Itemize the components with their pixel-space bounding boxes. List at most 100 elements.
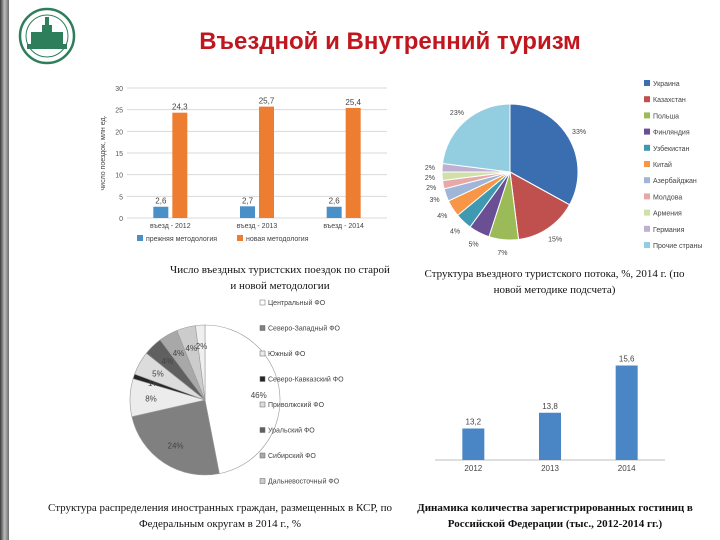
data-label: 2,7 [242,196,254,205]
y-tick-label: 15 [115,151,123,158]
y-tick-label: 20 [115,129,123,136]
x-tick-label: въезд - 2012 [150,223,191,230]
pie-slice [195,324,206,401]
pie-label: 4% [437,213,447,220]
pie-slice [204,324,281,474]
legend-label: Южный ФО [268,350,306,358]
y-tick-label: 25 [115,108,123,115]
legend-swatch [237,235,243,241]
legend-label: Китай [653,161,672,169]
legend-swatch [644,128,650,135]
bar [259,106,274,218]
legend-label: Сибирский ФО [268,452,316,460]
legend-swatch [644,161,650,167]
legend-label: Узбекистан [653,145,690,153]
legend-swatch [644,209,650,216]
y-tick-label: 5 [119,194,123,201]
pie-label: 2% [196,342,208,351]
pie-label: 7% [497,250,507,257]
bar [539,412,561,460]
legend-label: Финляндия [653,130,690,137]
pie-slice [509,103,579,206]
pie-label: 2% [425,175,435,182]
pie-label: 4% [162,357,174,366]
x-tick-label: въезд - 2014 [323,223,364,230]
pie-label: 2% [426,185,436,192]
legend-label: Молдова [653,194,682,201]
x-tick-label: 2014 [618,464,636,473]
data-label: 24,3 [172,103,188,112]
x-tick-label: 2012 [464,464,482,473]
legend-label: Украина [653,81,680,88]
page-title: Въездной и Внутренний туризм [199,28,581,55]
pie-label: 4% [186,344,198,353]
bar [615,365,638,460]
legend-label: прежняя методология [146,236,217,243]
pie-label: 8% [145,394,157,403]
bar [462,428,485,460]
entry-trips-chart: 0 5 10 15 20 25 30 число поездок, млн ед. 2,6 24,… [100,86,387,243]
x-tick-label: 2013 [541,464,559,473]
legend-label: Германия [653,227,685,234]
hotels-chart: 13,2 2012 13,8 2013 15,6 2014 [435,355,665,473]
pie-label: 4% [173,349,185,358]
legend-swatch [644,144,650,151]
left-decor-strip [0,0,9,540]
legend-label: Приволжский ФО [268,401,325,409]
data-label: 25,4 [345,98,361,107]
pie-label: 1% [148,379,160,388]
legend-swatch [259,452,266,459]
bar [345,107,361,218]
data-label: 25,7 [259,97,275,106]
legend-swatch [259,325,266,331]
legend-swatch [644,112,650,119]
y-tick-label: 30 [115,86,123,93]
data-label: 2,6 [329,197,341,206]
bar [240,206,255,218]
pie-label: 2% [425,165,435,172]
legend-swatch [644,80,650,86]
pie-bottom-caption: Структура распределения иностранных граж… [48,502,392,530]
pie-label: 33% [572,129,586,136]
y-tick-label: 0 [119,216,123,223]
legend-swatch [259,478,266,484]
legend-label: Польша [653,113,679,120]
pie-top-caption: Структура въездного туристского потока, … [424,268,685,296]
legend-label: Дальневосточный ФО [268,478,340,486]
pie-slice [131,399,220,476]
pie-label: 23% [450,110,464,117]
legend-label: Казахстан [653,97,686,104]
y-tick-label: 10 [115,173,123,180]
legend-swatch [259,350,266,357]
legend-label: Северо-Кавказский ФО [268,376,344,384]
pie-label: 5% [469,241,479,248]
federal-districts-chart: 46%24%8%1%5%4%4%4%2%Центральный ФОСеверо… [129,299,344,486]
legend-swatch [259,299,266,306]
legend-label: Азербайджан [653,177,697,185]
pie-slice [441,103,511,173]
bar [153,206,169,218]
legend-label: Уральский ФО [268,427,315,435]
legend-swatch [259,427,266,433]
legend-label: Северо-Западный ФО [268,325,341,333]
legend-label: новая методология [246,236,309,243]
legend-swatch [644,225,650,232]
y-axis-label: число поездок, млн ед. [100,115,107,190]
legend-swatch [644,96,650,103]
bar-chart-caption: Число въездных туристских поездок по ста… [170,264,390,292]
bar [326,206,342,218]
legend-label: Армения [653,211,682,218]
legend-swatch [259,401,266,408]
legend-label: Центральный ФО [268,299,326,307]
pie-slice [509,171,571,241]
pie-label: 15% [548,236,562,243]
legend-swatch [644,177,650,184]
data-label: 15,6 [619,355,635,364]
university-logo [9,2,86,70]
data-label: 2,6 [155,197,167,206]
pie-label: 5% [152,370,164,379]
data-label: 13,2 [466,418,482,427]
x-tick-label: въезд - 2013 [237,223,278,230]
data-label: 13,8 [542,402,558,411]
legend-swatch [137,235,143,241]
